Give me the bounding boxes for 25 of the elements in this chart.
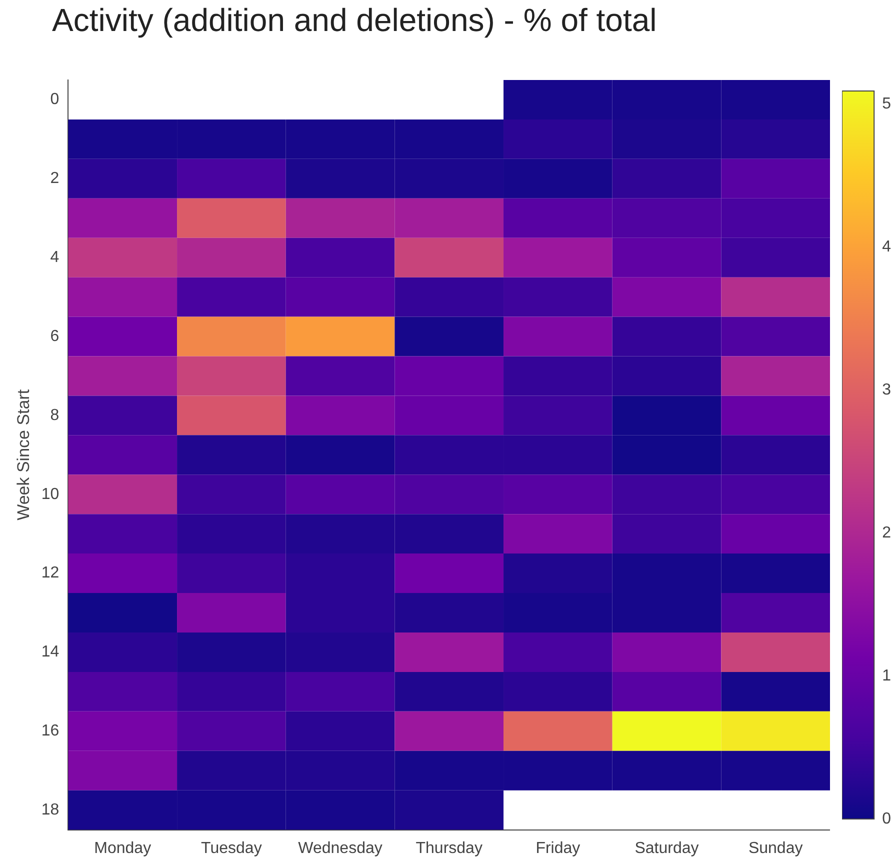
x-tick-label: Saturday bbox=[634, 840, 699, 857]
color-bar-label: 5 bbox=[882, 95, 892, 112]
y-tick-label: 18 bbox=[41, 801, 60, 818]
x-tick-label: Monday bbox=[94, 840, 152, 857]
x-tick-label: Tuesday bbox=[201, 840, 262, 857]
x-tick-label: Wednesday bbox=[298, 840, 382, 857]
color-bar-label: 3 bbox=[882, 381, 892, 398]
chart-title: Activity (addition and deletions) - % of total bbox=[52, 2, 657, 39]
color-bar-label: 4 bbox=[882, 238, 892, 256]
y-axis-title: Week Since Start bbox=[14, 389, 33, 520]
x-tick-label: Friday bbox=[536, 840, 580, 857]
y-tick-label: 16 bbox=[41, 722, 60, 740]
color-bar-label: 1 bbox=[882, 667, 892, 684]
color-bar-label: 0 bbox=[882, 810, 892, 828]
y-tick-label: 8 bbox=[50, 406, 60, 424]
y-tick-label: 0 bbox=[50, 91, 60, 108]
y-tick-label: 4 bbox=[50, 248, 60, 266]
y-tick-label: 10 bbox=[41, 486, 60, 503]
color-bar-label: 2 bbox=[882, 524, 892, 542]
y-tick-label: 14 bbox=[41, 644, 60, 661]
x-tick-label: Sunday bbox=[748, 840, 803, 857]
x-tick-label: Thursday bbox=[416, 840, 482, 857]
y-tick-label: 12 bbox=[41, 564, 60, 582]
y-tick-label: 2 bbox=[50, 170, 60, 188]
y-tick-label: 6 bbox=[50, 328, 60, 345]
